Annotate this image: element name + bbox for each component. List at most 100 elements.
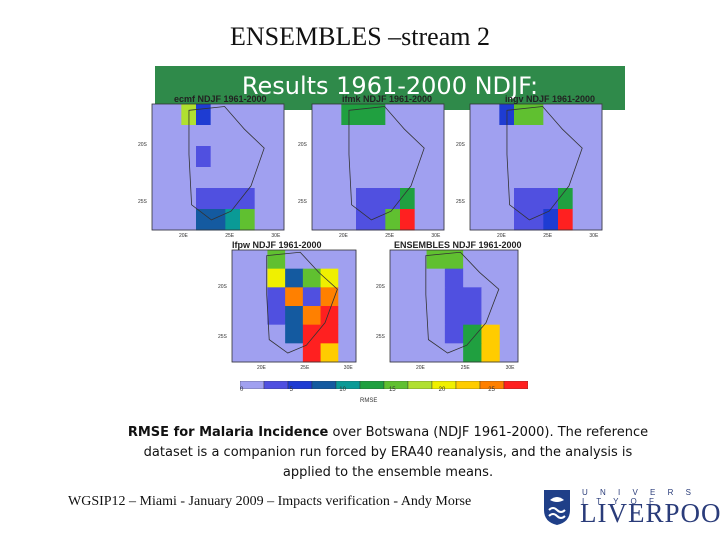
heatmap-cell	[302, 268, 322, 288]
x-tick-label: 30E	[271, 233, 281, 239]
heatmap-cell	[181, 167, 197, 189]
heatmap-cell	[302, 343, 322, 363]
caption-bold: RMSE for Malaria Incidence	[127, 425, 329, 440]
heatmap-cell	[572, 146, 588, 168]
heatmap-cell	[499, 324, 519, 344]
figure-caption: RMSE for Malaria Incidence over Botswana…	[120, 423, 656, 483]
heatmap-cell	[225, 146, 241, 168]
heatmap-cell	[390, 250, 409, 270]
heatmap-cell	[232, 324, 251, 344]
heatmap-cell	[320, 268, 339, 288]
heatmap-cell	[166, 188, 182, 210]
heatmap-cell	[249, 306, 268, 326]
heatmap-cell	[385, 125, 401, 147]
heatmap-cell	[587, 167, 603, 189]
heatmap-cell	[400, 125, 416, 147]
colorbar: RMSE 0 5 10 15 20 25	[239, 376, 529, 404]
heatmap-cell	[196, 146, 212, 168]
heatmap-cell	[152, 104, 168, 126]
panel-title: lfpw NDJF 1961-2000	[232, 240, 322, 250]
heatmap-cell	[390, 324, 409, 344]
heatmap-cell	[312, 104, 328, 126]
heatmap-cell	[426, 250, 446, 270]
heatmap-cell	[514, 146, 530, 168]
heatmap-cell	[414, 209, 430, 231]
country-border	[266, 251, 338, 354]
country-border	[188, 106, 265, 221]
x-tick-label: 30E	[505, 365, 515, 371]
heatmap-cell	[429, 209, 445, 231]
heatmap-cell	[400, 167, 416, 189]
heatmap-cell	[385, 146, 401, 168]
heatmap-cell	[240, 188, 256, 210]
heatmap-cell	[356, 125, 372, 147]
heatmap-cell	[528, 125, 544, 147]
heatmap-cell	[499, 343, 519, 363]
banner-text: Results 1961-2000 NDJF:	[241, 72, 539, 100]
heatmap-cell	[269, 146, 285, 168]
heatmap-cell	[326, 188, 342, 210]
panel-title: ENSEMBLES NDJF 1961-2000	[394, 240, 522, 250]
heatmap-cell	[249, 343, 268, 363]
heatmap-cell	[249, 268, 268, 288]
heatmap-cell	[385, 209, 401, 231]
heatmap-cell	[499, 209, 515, 231]
y-tick-label: 25S	[298, 198, 307, 205]
heatmap-cell	[514, 167, 530, 189]
heatmap-cell	[385, 188, 401, 210]
heatmap-cell	[267, 306, 286, 326]
heatmap-cell	[254, 209, 270, 231]
heatmap-cell	[341, 167, 357, 189]
heatmap-cell	[390, 287, 409, 307]
x-tick-label: 20E	[497, 233, 506, 239]
heatmap-cell	[232, 250, 251, 270]
heatmap-cell	[267, 250, 286, 270]
heatmap-cell	[558, 167, 574, 189]
heatmap-cell	[320, 324, 339, 344]
heatmap-cell	[444, 306, 464, 326]
heatmap-cell	[232, 268, 251, 288]
x-tick-label: 30E	[343, 365, 353, 371]
heatmap-cell	[408, 343, 428, 363]
heatmap-cell	[320, 343, 339, 363]
heatmap-cell	[225, 209, 241, 231]
colorbar-tick: 0	[240, 387, 244, 393]
heatmap-grid	[231, 249, 357, 363]
x-tick-label: 20E	[179, 233, 188, 239]
heatmap-cell	[558, 125, 574, 147]
heatmap-cell	[254, 167, 270, 189]
heatmap-cell	[543, 188, 559, 210]
colorbar-swatch	[239, 380, 265, 390]
heatmap-cell	[385, 167, 401, 189]
panel-title: ifmk NDJF 1961-2000	[342, 94, 433, 104]
heatmap-cell	[320, 287, 339, 307]
colorbar-tick: 15	[388, 387, 396, 393]
heatmap-cell	[572, 188, 588, 210]
heatmap-cell	[414, 167, 430, 189]
heatmap-cell	[152, 146, 168, 168]
colorbar-tick: 10	[339, 387, 346, 393]
heatmap-cell	[269, 188, 285, 210]
heatmap-cell	[572, 209, 588, 231]
colorbar-swatches	[239, 380, 529, 390]
heatmap-cell	[414, 104, 430, 126]
results-banner: Results 1961-2000 NDJF:	[155, 66, 625, 110]
map-panel-ingv: ingv NDJF 1961-2000 20E 25E 30E 20S 25S	[456, 94, 603, 239]
heatmap-cell	[166, 146, 182, 168]
heatmap-cell	[166, 209, 182, 231]
heatmap-cell	[499, 250, 519, 270]
heatmap-cell	[338, 343, 357, 363]
heatmap-cell	[181, 209, 197, 231]
map-frame	[151, 103, 285, 231]
x-tick-label: 30E	[431, 233, 441, 239]
heatmap-cell	[370, 209, 386, 231]
heatmap-cell	[267, 324, 286, 344]
heatmap-cell	[254, 125, 270, 147]
heatmap-cell	[152, 188, 168, 210]
heatmap-cell	[341, 188, 357, 210]
heatmap-cell	[543, 209, 559, 231]
heatmap-cell	[426, 268, 446, 288]
y-tick-label: 20S	[298, 141, 307, 148]
heatmap-cell	[587, 125, 603, 147]
heatmap-cell	[499, 306, 519, 326]
